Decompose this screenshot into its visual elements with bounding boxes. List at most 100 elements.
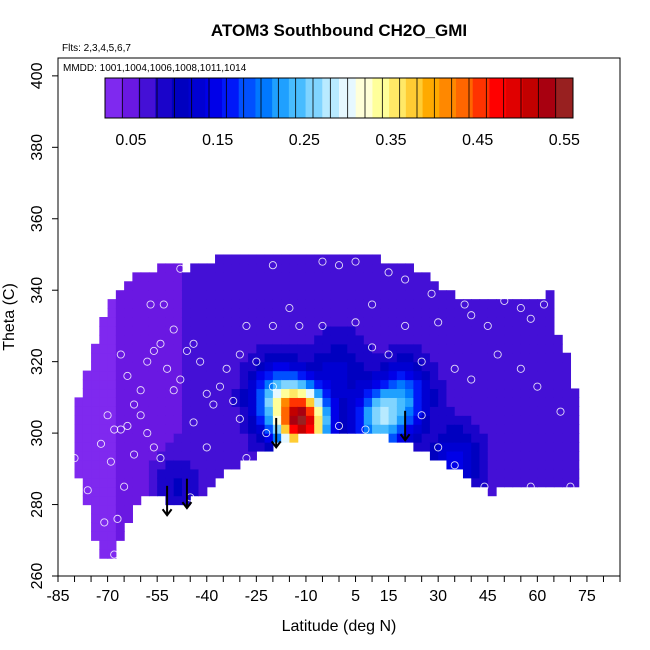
field-cell bbox=[289, 433, 299, 443]
field-cell bbox=[206, 370, 216, 381]
field-cell bbox=[281, 299, 291, 309]
field-cell bbox=[520, 442, 530, 452]
field-cell bbox=[272, 433, 282, 443]
field-cell bbox=[297, 370, 307, 381]
observation-point bbox=[136, 411, 145, 420]
field-cell bbox=[570, 415, 580, 425]
field-cell bbox=[91, 343, 100, 354]
field-cell bbox=[363, 424, 373, 434]
field-cell bbox=[140, 477, 150, 488]
field-cell bbox=[91, 424, 100, 434]
field-cell bbox=[305, 397, 315, 407]
field-cell bbox=[206, 459, 216, 470]
field-cell bbox=[297, 272, 307, 282]
field-cell bbox=[330, 406, 340, 416]
field-cell bbox=[223, 281, 233, 291]
field-cell bbox=[462, 352, 472, 363]
field-cell bbox=[330, 281, 340, 291]
field-cell bbox=[173, 290, 183, 300]
observation-point bbox=[113, 514, 122, 523]
observation-point bbox=[129, 450, 139, 459]
field-cell bbox=[140, 424, 150, 434]
field-cell bbox=[74, 450, 84, 461]
field-cell bbox=[355, 334, 365, 345]
field-cell bbox=[314, 415, 324, 425]
field-cell bbox=[322, 254, 332, 265]
field-cell bbox=[529, 397, 538, 407]
field-cell bbox=[347, 424, 357, 434]
colorbar-swatch bbox=[272, 78, 290, 118]
observation-point bbox=[222, 364, 231, 373]
field-cell bbox=[124, 317, 133, 327]
field-cell bbox=[148, 486, 158, 497]
field-cell bbox=[363, 308, 373, 318]
field-cell bbox=[198, 459, 208, 470]
colorbar-swatch bbox=[472, 78, 490, 118]
field-cell bbox=[570, 433, 580, 443]
field-cell bbox=[363, 281, 373, 291]
observation-point bbox=[450, 461, 459, 470]
field-cell bbox=[314, 424, 324, 434]
field-cell bbox=[529, 343, 538, 354]
field-cell bbox=[264, 299, 274, 309]
field-cell bbox=[355, 272, 365, 282]
field-cell bbox=[223, 263, 233, 273]
field-cell bbox=[520, 477, 530, 488]
field-cell bbox=[124, 343, 133, 354]
field-cell bbox=[396, 388, 406, 398]
field-cell bbox=[405, 272, 414, 282]
field-cell bbox=[115, 361, 125, 372]
field-cell bbox=[462, 343, 472, 354]
observation-point bbox=[526, 314, 535, 323]
field-cell bbox=[165, 450, 175, 461]
field-cell bbox=[132, 424, 142, 434]
field-cell bbox=[504, 397, 514, 407]
field-cell bbox=[198, 406, 208, 416]
field-cell bbox=[289, 424, 299, 434]
field-cell bbox=[405, 379, 414, 390]
field-cell bbox=[529, 406, 538, 416]
field-cell bbox=[512, 442, 522, 452]
field-cell bbox=[272, 343, 282, 354]
field-cell bbox=[479, 442, 489, 452]
y-tick-label: 360 bbox=[29, 205, 46, 232]
observation-point bbox=[401, 275, 410, 284]
field-cell bbox=[322, 397, 332, 407]
field-cell bbox=[148, 397, 158, 407]
field-cell bbox=[339, 254, 348, 265]
field-cell bbox=[520, 299, 530, 309]
field-cell bbox=[206, 361, 216, 372]
field-cell bbox=[132, 317, 142, 327]
field-cell bbox=[512, 459, 522, 470]
field-cell bbox=[74, 468, 84, 479]
field-cell bbox=[421, 317, 431, 327]
field-cell bbox=[82, 424, 92, 434]
field-cell bbox=[372, 397, 381, 407]
field-cell bbox=[256, 370, 266, 381]
field-cell bbox=[520, 433, 530, 443]
field-cell bbox=[91, 442, 100, 452]
field-cell bbox=[429, 379, 439, 390]
field-cell bbox=[91, 504, 100, 515]
field-cell bbox=[132, 477, 142, 488]
field-cell bbox=[99, 388, 109, 398]
field-cell bbox=[471, 424, 481, 434]
field-cell bbox=[82, 459, 92, 470]
field-cell bbox=[562, 442, 572, 452]
field-cell bbox=[264, 308, 274, 318]
field-cell bbox=[91, 379, 100, 390]
field-cell bbox=[264, 361, 274, 372]
field-cell bbox=[281, 254, 291, 265]
field-cell bbox=[421, 370, 431, 381]
field-cell bbox=[239, 450, 249, 461]
field-cell bbox=[272, 397, 282, 407]
field-cell bbox=[231, 308, 241, 318]
field-cell bbox=[322, 325, 332, 336]
field-cell bbox=[198, 334, 208, 345]
field-cell bbox=[496, 450, 505, 461]
field-cell bbox=[487, 325, 497, 336]
field-cell bbox=[545, 459, 555, 470]
field-cell bbox=[181, 343, 191, 354]
field-cell bbox=[165, 459, 175, 470]
field-cell bbox=[454, 299, 464, 309]
